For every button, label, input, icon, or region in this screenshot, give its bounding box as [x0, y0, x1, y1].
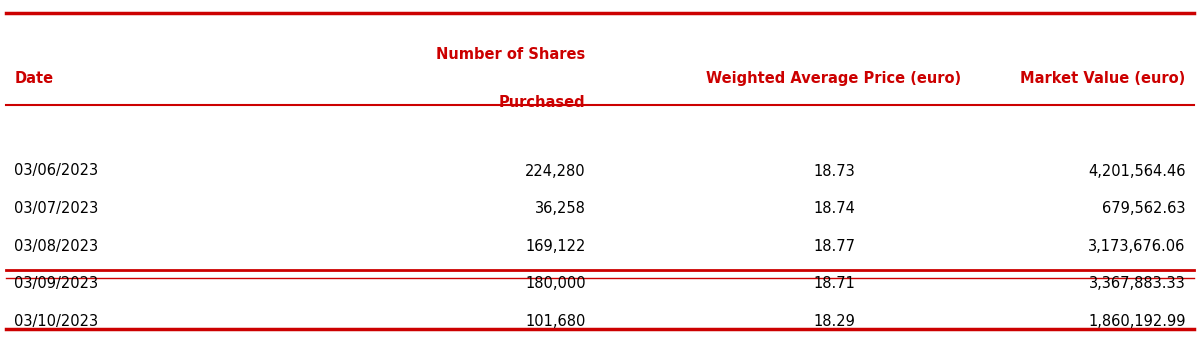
Text: 03/06/2023: 03/06/2023 — [14, 163, 98, 179]
Text: Weighted Average Price (euro): Weighted Average Price (euro) — [707, 71, 961, 86]
Text: 101,680: 101,680 — [526, 314, 586, 329]
Text: 03/08/2023: 03/08/2023 — [14, 239, 98, 254]
Text: 679,562.63: 679,562.63 — [1102, 201, 1186, 216]
Text: Purchased: Purchased — [499, 95, 586, 110]
Text: 1,860,192.99: 1,860,192.99 — [1088, 314, 1186, 329]
Text: 18.77: 18.77 — [814, 239, 854, 254]
Text: 3,173,676.06: 3,173,676.06 — [1088, 239, 1186, 254]
Text: 224,280: 224,280 — [524, 163, 586, 179]
Text: 18.29: 18.29 — [814, 314, 854, 329]
Text: Market Value (euro): Market Value (euro) — [1020, 71, 1186, 86]
Text: 3,367,883.33: 3,367,883.33 — [1088, 276, 1186, 291]
Text: Number of Shares: Number of Shares — [437, 47, 586, 62]
Text: 18.73: 18.73 — [814, 163, 854, 179]
Text: 4,201,564.46: 4,201,564.46 — [1088, 163, 1186, 179]
Text: 03/10/2023: 03/10/2023 — [14, 314, 98, 329]
Text: 18.71: 18.71 — [814, 276, 854, 291]
Text: 36,258: 36,258 — [535, 201, 586, 216]
Text: 18.74: 18.74 — [814, 201, 854, 216]
Text: 180,000: 180,000 — [524, 276, 586, 291]
Text: 169,122: 169,122 — [526, 239, 586, 254]
Text: 03/09/2023: 03/09/2023 — [14, 276, 98, 291]
Text: 03/07/2023: 03/07/2023 — [14, 201, 98, 216]
Text: Date: Date — [14, 71, 54, 86]
